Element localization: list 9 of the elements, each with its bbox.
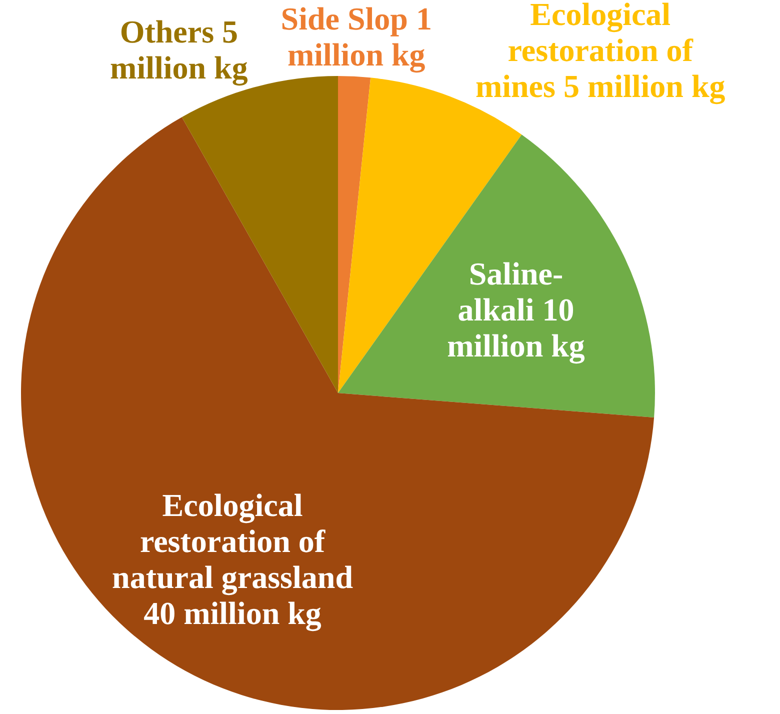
slice-label: Side Slop 1 million kg: [280, 0, 432, 74]
slice-label: Ecological restoration of natural grassland: [112, 486, 354, 596]
slice-label: Others 5 million kg: [110, 14, 248, 87]
data-label: 40 million kg: [144, 594, 322, 632]
slice-label: Ecological restoration of mines 5 million kg: [475, 0, 726, 105]
pie-slice: [338, 76, 371, 393]
pie-slice: [338, 134, 655, 418]
slice-label: Saline-alkali 10 million kg: [447, 256, 585, 365]
pie-slice: [21, 117, 654, 710]
